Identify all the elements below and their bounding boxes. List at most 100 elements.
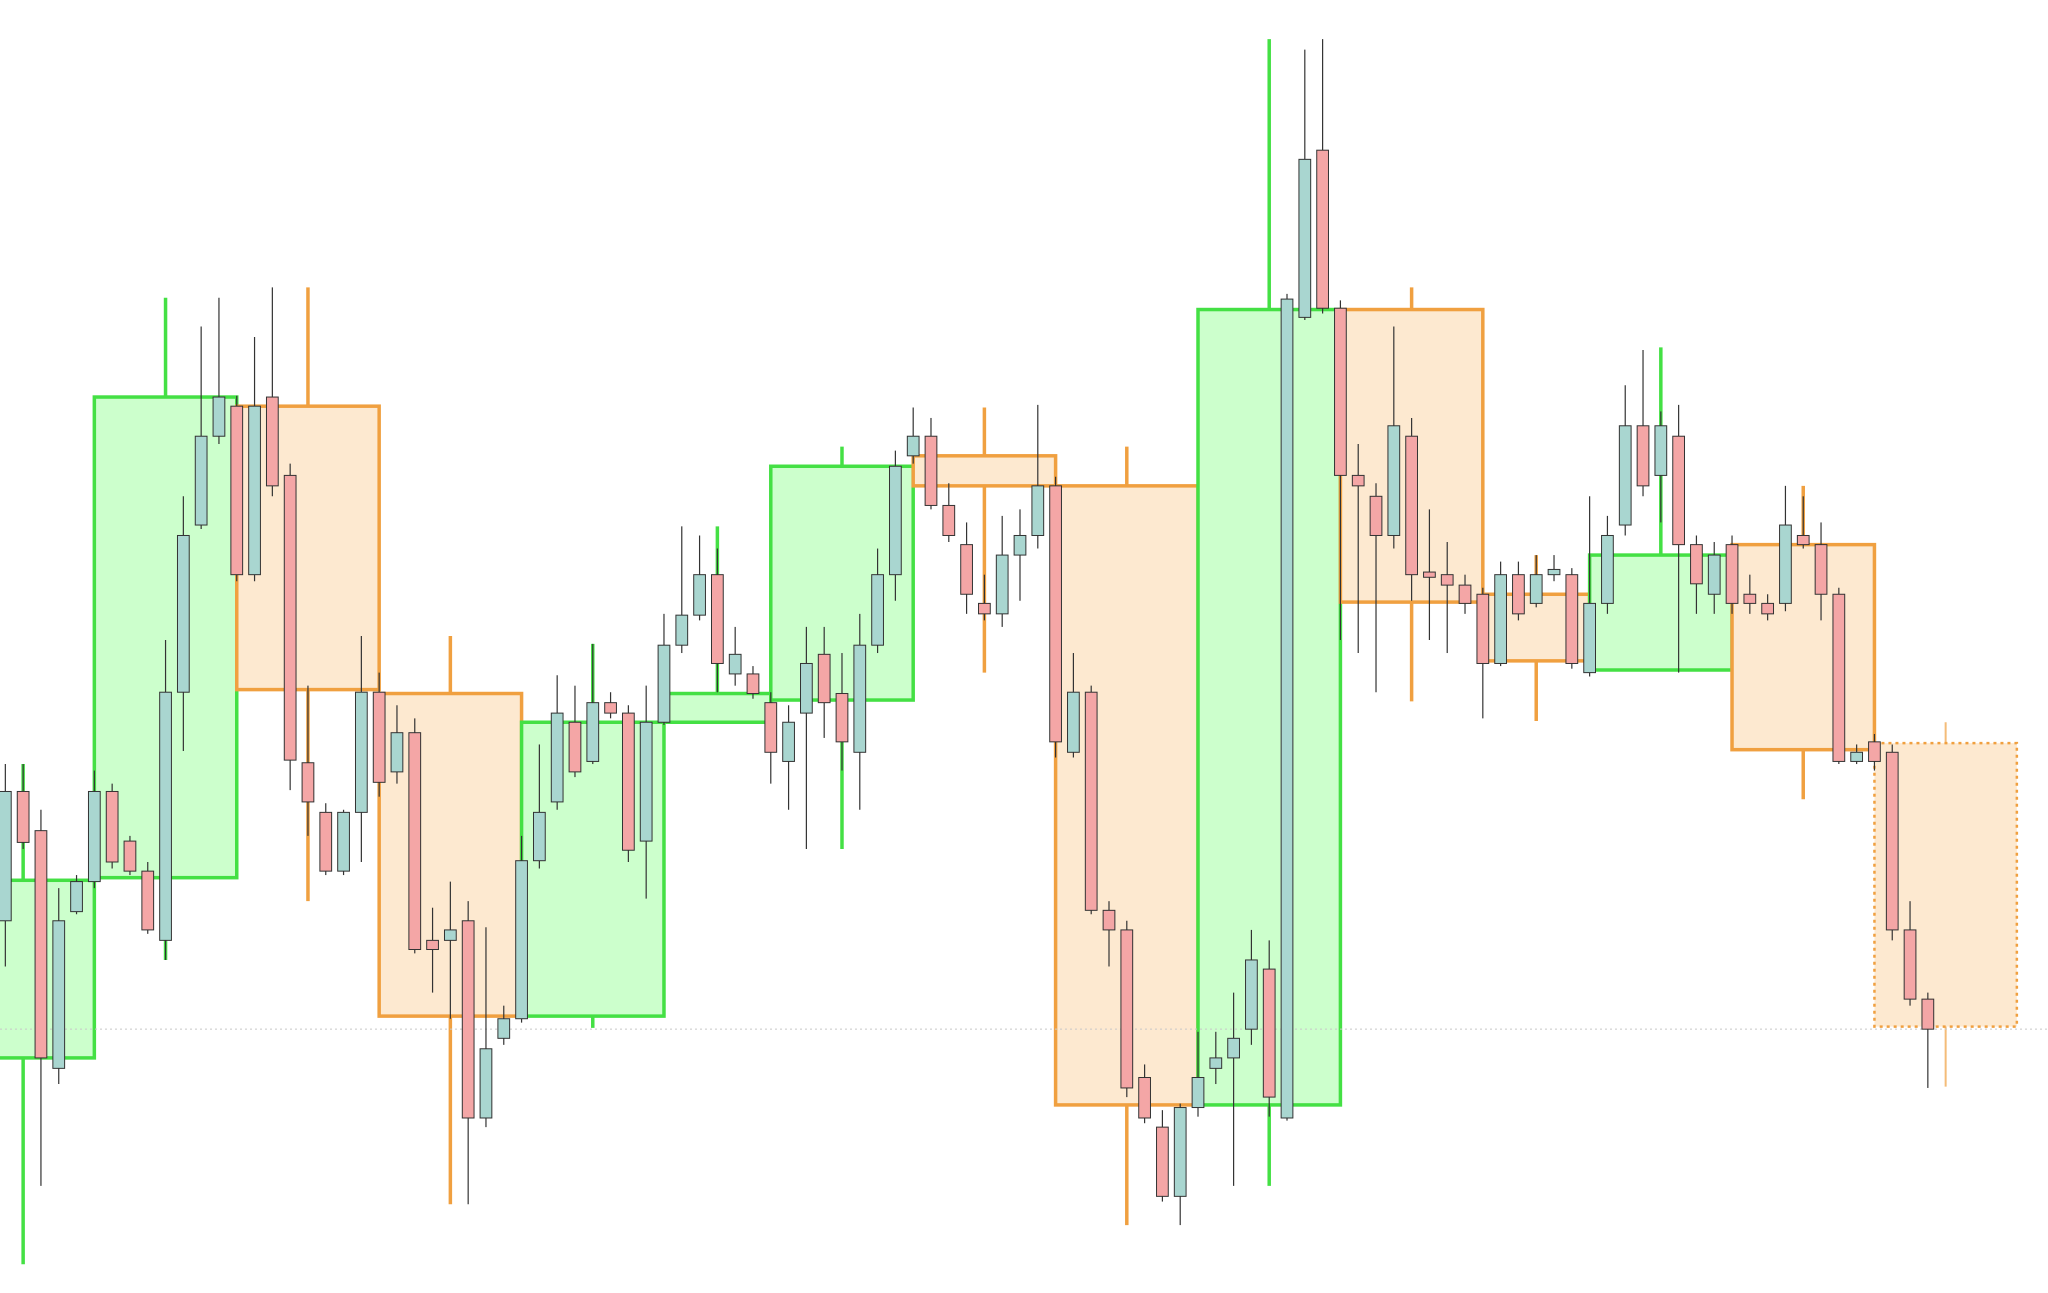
candle-body [461, 920, 475, 1119]
candle-body [1885, 751, 1899, 931]
candle-body [1067, 691, 1080, 753]
candle-body [568, 721, 582, 773]
candle-body [550, 712, 564, 803]
candle-body [1405, 435, 1418, 576]
candle-body [1529, 574, 1543, 604]
candle-body [1565, 574, 1579, 664]
candle-body [800, 662, 813, 714]
candle-body [853, 644, 867, 753]
candle-body [1743, 593, 1757, 604]
candle-body [1298, 158, 1312, 318]
candle-body [1049, 485, 1062, 743]
candle-body [479, 1048, 493, 1119]
candle-body [960, 544, 973, 595]
candle-body [497, 1018, 511, 1039]
candle-body [354, 691, 368, 813]
candle-body [889, 465, 902, 576]
candle-body [1387, 425, 1401, 536]
candle-body [1191, 1077, 1205, 1109]
candle-body [1031, 485, 1045, 536]
candle-body [675, 614, 689, 646]
htf-layer [0, 39, 2019, 1265]
candle-layer [0, 39, 1935, 1226]
candle-body [621, 712, 635, 851]
candle-body [1280, 298, 1294, 1119]
candle-body [1654, 425, 1668, 476]
candle-body [1440, 574, 1454, 586]
candle-body [1796, 534, 1810, 546]
candle-body [230, 405, 244, 576]
candle-body [1868, 741, 1881, 762]
candle-body [1761, 602, 1775, 615]
candle-body [1725, 544, 1739, 604]
candle-body [1779, 524, 1792, 604]
candle-body [639, 721, 653, 842]
htf-body [1730, 542, 1877, 752]
candle-body [1921, 998, 1935, 1030]
candle-body [1227, 1037, 1240, 1059]
candle-body [1209, 1057, 1223, 1069]
candle-body [746, 673, 760, 695]
candle-body [0, 790, 12, 922]
candle-body [657, 644, 671, 723]
candle-body [70, 881, 83, 913]
candle-body [906, 435, 920, 457]
candle-body [1672, 435, 1686, 546]
candle-body [176, 534, 190, 693]
candle-body [942, 504, 956, 536]
candle-body [390, 732, 404, 773]
candle-body [817, 653, 831, 704]
candle-body [1547, 568, 1561, 576]
candle-body [372, 691, 386, 783]
candle-body [105, 790, 119, 863]
candle-body [319, 811, 333, 872]
candle-body [1262, 968, 1276, 1098]
candle-body [871, 574, 884, 646]
candle-body [1423, 571, 1436, 578]
candle-body [1351, 474, 1365, 487]
candle-body [1334, 307, 1347, 476]
candle-body [283, 474, 297, 761]
candle-body [693, 574, 706, 616]
candle-body [1245, 959, 1258, 1030]
candle-body [995, 554, 1009, 615]
candle-body [443, 929, 457, 941]
candle-body [248, 405, 261, 576]
candle-body [1814, 544, 1828, 595]
candle-body [1494, 574, 1507, 664]
candle-body [123, 840, 137, 872]
candle-body [1156, 1126, 1169, 1197]
candle-body [265, 396, 279, 487]
candle-body [1690, 544, 1703, 585]
candle-body [1512, 574, 1525, 615]
candle-body [1476, 593, 1490, 664]
candle-body [1707, 554, 1721, 595]
candle-body [1583, 602, 1596, 674]
candle-body [1636, 425, 1650, 487]
candle-body [1013, 534, 1027, 556]
candle-body [1120, 929, 1134, 1089]
candle-body [16, 790, 30, 843]
candle-body [1618, 425, 1632, 526]
candle-body [1369, 495, 1383, 536]
candle-body [515, 860, 528, 1020]
candle-body [1832, 593, 1846, 762]
candle-body [835, 693, 849, 743]
candle-body [87, 790, 101, 883]
candle-body [34, 830, 48, 1059]
candle-body [1601, 534, 1614, 604]
candle-body [301, 762, 315, 803]
candle-body [1458, 584, 1472, 604]
candle-body [532, 811, 546, 862]
htf-body [662, 691, 773, 725]
candle-body [604, 702, 617, 714]
candle-body [212, 396, 226, 437]
candle-body [337, 811, 350, 872]
candle-body [978, 602, 991, 615]
candle-body [1084, 691, 1098, 911]
candle-body [426, 939, 439, 951]
candle-body [1173, 1107, 1187, 1197]
candle-body [1903, 929, 1917, 1000]
candle-body [194, 435, 208, 526]
